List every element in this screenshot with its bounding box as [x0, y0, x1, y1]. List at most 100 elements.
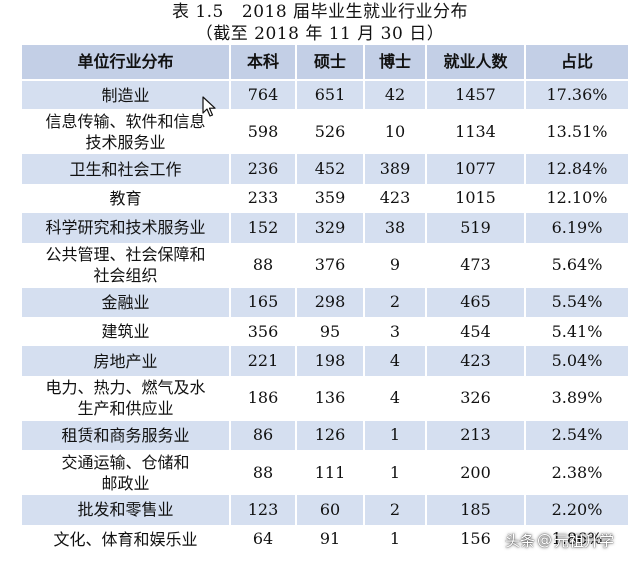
- table-row: 教育 233 359 423 1015 12.10%: [20, 183, 630, 214]
- cell-total: 1134: [425, 109, 526, 155]
- cell-industry: 制造业: [20, 80, 231, 110]
- industry-line: 科学研究和技术服务业: [45, 218, 206, 238]
- cell-doctor: 1: [363, 450, 427, 496]
- cell-industry: 交通运输、仓储和 邮政业: [20, 450, 231, 496]
- watermark: 头条 @ 元祖升学: [505, 528, 614, 552]
- table-row: 交通运输、仓储和 邮政业 88 111 1 200 2.38%: [20, 450, 630, 496]
- cell-doctor: 2: [363, 495, 427, 525]
- cell-share: 3.89%: [524, 375, 630, 421]
- cell-master: 651: [295, 80, 365, 110]
- industry-line: 公共管理、社会保障和: [45, 245, 206, 265]
- mouse-pointer-icon: [202, 96, 216, 117]
- table-header-row: 单位行业分布 本科 硕士 博士 就业人数 占比: [20, 45, 630, 81]
- table-row: 科学研究和技术服务业 152 329 38 519 6.19%: [20, 213, 630, 243]
- cell-doctor: 423: [363, 183, 427, 214]
- cell-master: 298: [295, 287, 365, 317]
- cell-industry: 公共管理、社会保障和 社会组织: [20, 242, 231, 288]
- cell-bachelor: 598: [229, 109, 297, 155]
- industry-line: 邮政业: [101, 473, 150, 493]
- cell-share: 17.36%: [524, 80, 630, 110]
- cell-master: 329: [295, 213, 365, 243]
- cell-doctor: 4: [363, 375, 427, 421]
- table-row: 公共管理、社会保障和 社会组织 88 376 9 473 5.64%: [20, 242, 630, 288]
- cell-industry: 卫生和社会工作: [20, 154, 231, 184]
- header-share: 占比: [524, 45, 630, 81]
- table-row: 电力、热力、燃气及水 生产和供应业 186 136 4 326 3.89%: [20, 375, 630, 421]
- cell-doctor: 1: [363, 420, 427, 451]
- cell-share: 13.51%: [524, 109, 630, 155]
- cell-share: 6.19%: [524, 213, 630, 243]
- table-body: 制造业 764 651 42 1457 17.36% 信息传输、软件和信息 技术服务业 598 5…: [20, 80, 630, 554]
- cell-master: 526: [295, 109, 365, 155]
- cell-bachelor: 152: [229, 213, 297, 243]
- cell-doctor: 9: [363, 242, 427, 288]
- industry-line: 租赁和商务服务业: [61, 425, 190, 445]
- cell-bachelor: 86: [229, 420, 297, 451]
- cell-doctor: 10: [363, 109, 427, 155]
- cell-bachelor: 221: [229, 346, 297, 376]
- industry-line: 金融业: [101, 292, 150, 312]
- cell-total: 1077: [425, 154, 526, 184]
- cell-total: 156: [425, 524, 526, 554]
- cell-share: 12.10%: [524, 183, 630, 214]
- cell-bachelor: 88: [229, 242, 297, 288]
- watermark-platform: 头条: [505, 531, 536, 550]
- cell-master: 359: [295, 183, 365, 214]
- industry-line: 制造业: [101, 85, 150, 105]
- cell-industry: 科学研究和技术服务业: [20, 213, 231, 243]
- cell-industry: 批发和零售业: [20, 495, 231, 525]
- cell-industry: 建筑业: [20, 316, 231, 347]
- industry-line: 电力、热力、燃气及水: [45, 378, 206, 398]
- table-caption: 表 1.5 2018 届毕业生就业行业分布: [0, 2, 640, 22]
- cell-doctor: 389: [363, 154, 427, 184]
- cell-master: 452: [295, 154, 365, 184]
- table-row: 信息传输、软件和信息 技术服务业 598 526 10 1134 13.51%: [20, 109, 630, 155]
- cell-share: 2.54%: [524, 420, 630, 451]
- cell-share: 5.64%: [524, 242, 630, 288]
- table-row: 卫生和社会工作 236 452 389 1077 12.84%: [20, 154, 630, 184]
- cell-total: 1457: [425, 80, 526, 110]
- cell-industry: 电力、热力、燃气及水 生产和供应业: [20, 375, 231, 421]
- cell-industry: 租赁和商务服务业: [20, 420, 231, 451]
- cell-bachelor: 233: [229, 183, 297, 214]
- industry-line: 生产和供应业: [77, 399, 174, 419]
- cell-total: 454: [425, 316, 526, 347]
- cell-doctor: 42: [363, 80, 427, 110]
- table-row: 建筑业 356 95 3 454 5.41%: [20, 316, 630, 347]
- cell-doctor: 2: [363, 287, 427, 317]
- header-bachelor: 本科: [229, 45, 297, 81]
- industry-line: 批发和零售业: [77, 500, 174, 520]
- cell-share: 5.04%: [524, 346, 630, 376]
- cell-share: 1.86%: [524, 524, 630, 554]
- cell-bachelor: 88: [229, 450, 297, 496]
- cell-total: 326: [425, 375, 526, 421]
- header-total: 就业人数: [425, 45, 526, 81]
- table-row: 制造业 764 651 42 1457 17.36%: [20, 80, 630, 110]
- header-doctor: 博士: [363, 45, 427, 81]
- cell-bachelor: 165: [229, 287, 297, 317]
- industry-line: 技术服务业: [85, 132, 166, 152]
- cell-share: 2.38%: [524, 450, 630, 496]
- table-row: 批发和零售业 123 60 2 185 2.20%: [20, 495, 630, 525]
- cell-bachelor: 123: [229, 495, 297, 525]
- employment-industry-table: 单位行业分布 本科 硕士 博士 就业人数 占比 制造业 764 651 42 1457 1…: [20, 45, 630, 554]
- cell-master: 198: [295, 346, 365, 376]
- industry-line: 卫生和社会工作: [69, 159, 182, 179]
- table-title: 2018 届毕业生就业行业分布: [241, 2, 469, 22]
- cell-master: 376: [295, 242, 365, 288]
- watermark-at: @: [537, 531, 553, 549]
- industry-line: 交通运输、仓储和: [61, 452, 190, 472]
- industry-line: 信息传输、软件和信息: [45, 111, 206, 131]
- cell-total: 473: [425, 242, 526, 288]
- cell-share: 2.20%: [524, 495, 630, 525]
- cell-total: 519: [425, 213, 526, 243]
- cell-doctor: 4: [363, 346, 427, 376]
- industry-line: 社会组织: [93, 266, 158, 286]
- cell-bachelor: 764: [229, 80, 297, 110]
- cell-master: 60: [295, 495, 365, 525]
- cell-doctor: 38: [363, 213, 427, 243]
- table-row: 金融业 165 298 2 465 5.54%: [20, 287, 630, 317]
- cell-share: 12.84%: [524, 154, 630, 184]
- cell-bachelor: 236: [229, 154, 297, 184]
- table-subtitle: （截至 2018 年 11 月 30 日）: [195, 24, 445, 44]
